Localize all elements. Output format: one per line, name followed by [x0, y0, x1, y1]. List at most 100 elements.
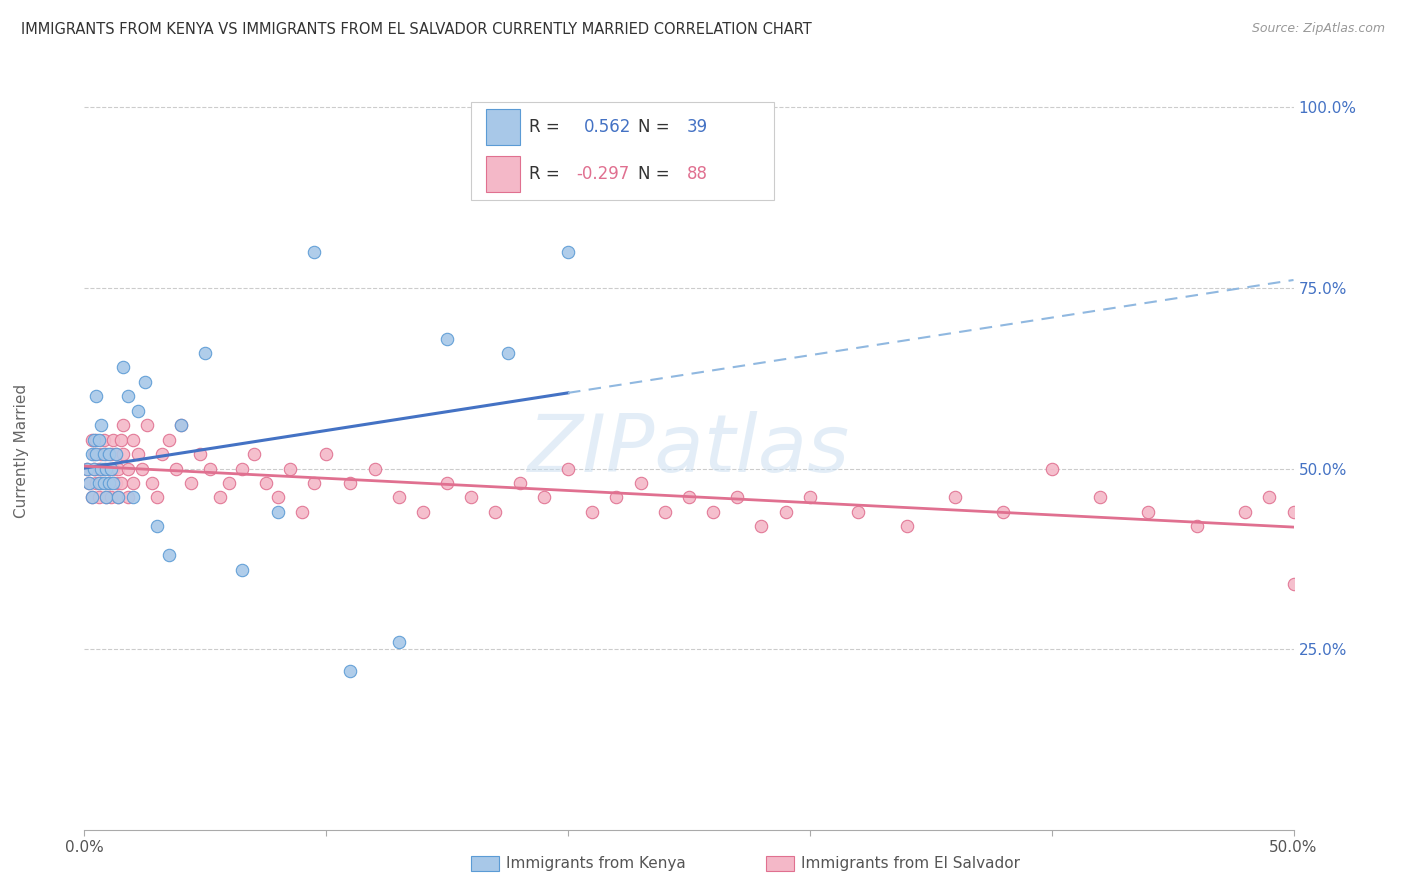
Point — [86, 433, 108, 447]
Point — [291, 505, 314, 519]
Point — [242, 447, 264, 461]
Point — [799, 491, 821, 505]
Text: N =: N = — [638, 165, 675, 183]
Point — [93, 447, 115, 461]
Point — [509, 475, 531, 490]
Point — [134, 375, 156, 389]
Point — [388, 635, 411, 649]
Point — [127, 447, 149, 461]
Point — [605, 491, 627, 505]
Point — [412, 505, 434, 519]
Text: ZIPatlas: ZIPatlas — [527, 411, 851, 490]
Point — [388, 491, 411, 505]
Point — [533, 491, 555, 505]
Point — [107, 491, 129, 505]
Point — [254, 475, 277, 490]
Point — [107, 491, 129, 505]
FancyBboxPatch shape — [486, 109, 520, 145]
Point — [97, 475, 120, 490]
Point — [94, 447, 117, 461]
Text: Source: ZipAtlas.com: Source: ZipAtlas.com — [1251, 22, 1385, 36]
Point — [121, 433, 143, 447]
Point — [436, 332, 458, 346]
Point — [775, 505, 797, 519]
Point — [86, 475, 108, 490]
Point — [943, 491, 966, 505]
Point — [103, 461, 125, 475]
Point — [100, 491, 122, 505]
Point — [896, 519, 918, 533]
Point — [77, 475, 100, 490]
Point — [94, 491, 117, 505]
Point — [363, 461, 385, 475]
Point — [87, 491, 110, 505]
FancyBboxPatch shape — [471, 102, 773, 201]
Point — [110, 433, 132, 447]
Point — [846, 505, 869, 519]
Point — [90, 461, 112, 475]
Point — [198, 461, 221, 475]
Point — [1258, 491, 1281, 505]
Point — [104, 475, 127, 490]
Point — [157, 433, 180, 447]
Point — [103, 475, 125, 490]
Text: 0.562: 0.562 — [583, 118, 631, 136]
Point — [107, 461, 129, 475]
Point — [97, 461, 120, 475]
Text: 39: 39 — [686, 118, 707, 136]
Point — [1185, 519, 1208, 533]
Point — [678, 491, 700, 505]
Point — [87, 433, 110, 447]
Point — [90, 475, 112, 490]
Point — [80, 447, 103, 461]
Point — [654, 505, 676, 519]
Point — [104, 447, 127, 461]
Point — [77, 475, 100, 490]
Point — [339, 475, 361, 490]
Point — [87, 461, 110, 475]
Point — [302, 475, 325, 490]
Point — [460, 491, 482, 505]
Point — [231, 563, 253, 577]
Point — [218, 475, 240, 490]
Point — [436, 475, 458, 490]
Point — [80, 491, 103, 505]
Text: N =: N = — [638, 118, 675, 136]
Point — [93, 461, 115, 475]
Point — [136, 418, 159, 433]
Point — [121, 475, 143, 490]
Point — [112, 360, 135, 375]
Point — [581, 505, 603, 519]
Point — [83, 461, 105, 475]
Point — [76, 461, 98, 475]
Point — [630, 475, 652, 490]
Point — [315, 447, 337, 461]
Point — [146, 519, 169, 533]
Point — [127, 403, 149, 417]
Point — [1282, 577, 1305, 591]
Point — [86, 447, 108, 461]
Text: Immigrants from El Salvador: Immigrants from El Salvador — [801, 856, 1021, 871]
Point — [80, 433, 103, 447]
Text: Immigrants from Kenya: Immigrants from Kenya — [506, 856, 686, 871]
Point — [557, 461, 579, 475]
Text: IMMIGRANTS FROM KENYA VS IMMIGRANTS FROM EL SALVADOR CURRENTLY MARRIED CORRELATI: IMMIGRANTS FROM KENYA VS IMMIGRANTS FROM… — [21, 22, 811, 37]
Point — [993, 505, 1015, 519]
Y-axis label: Currently Married: Currently Married — [14, 384, 28, 517]
Point — [267, 505, 290, 519]
Point — [208, 491, 231, 505]
Point — [94, 461, 117, 475]
Point — [97, 447, 120, 461]
Point — [86, 389, 108, 403]
Point — [1282, 505, 1305, 519]
FancyBboxPatch shape — [486, 155, 520, 192]
Point — [339, 664, 361, 678]
Point — [121, 491, 143, 505]
Point — [1137, 505, 1160, 519]
Text: -0.297: -0.297 — [576, 165, 630, 183]
Point — [302, 244, 325, 259]
Point — [157, 548, 180, 562]
Point — [267, 491, 290, 505]
Text: 88: 88 — [686, 165, 707, 183]
Point — [170, 418, 193, 433]
